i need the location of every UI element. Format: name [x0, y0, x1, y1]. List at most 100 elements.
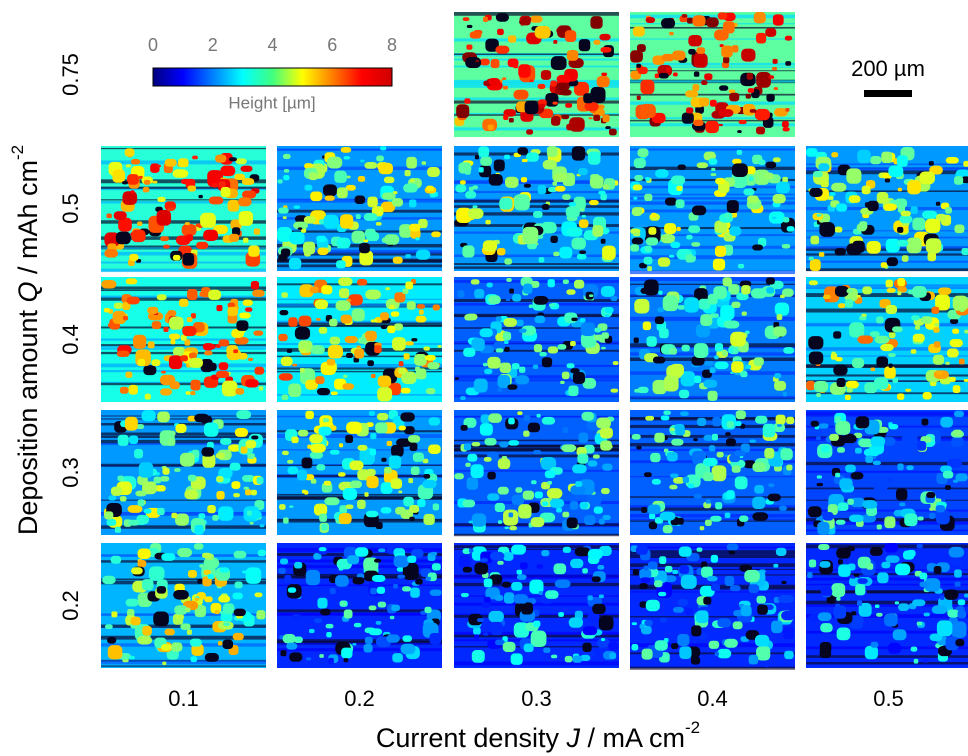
tile-speckle [381, 457, 387, 462]
tile-speckle [888, 331, 896, 339]
tile-streak [454, 415, 619, 418]
tile-speckle [504, 154, 511, 160]
tile-speckle [161, 553, 176, 561]
tile-speckle [578, 432, 589, 443]
tile-speckle [809, 187, 823, 197]
tile-speckle [499, 362, 512, 373]
tile-streak [454, 79, 619, 83]
tile-speckle [102, 575, 116, 585]
tile-speckle [194, 525, 204, 535]
tile-speckle [872, 460, 881, 466]
tile-speckle [684, 297, 700, 313]
tile-speckle [504, 526, 509, 530]
tile-speckle [187, 288, 198, 301]
tile-speckle [672, 606, 684, 613]
tile-speckle [431, 563, 441, 571]
tile-speckle [106, 518, 117, 526]
tile-speckle [927, 251, 937, 262]
tile-speckle [552, 101, 558, 105]
tile-streak [806, 655, 968, 658]
tile-speckle [695, 324, 711, 338]
tile-speckle [423, 474, 431, 479]
tile-speckle [579, 250, 587, 254]
tile-speckle [309, 451, 324, 459]
tile-streak [277, 496, 442, 500]
tile-speckle [308, 172, 318, 181]
tile-speckle [147, 312, 164, 321]
tile-speckle [964, 593, 968, 598]
tile-speckle [596, 417, 611, 429]
tile-streak [806, 604, 968, 607]
tile-speckle [786, 464, 793, 471]
tile-speckle [182, 253, 195, 266]
tile-speckle [190, 313, 196, 319]
tile-speckle [848, 577, 860, 587]
tile-speckle [635, 545, 648, 555]
tile-speckle [645, 599, 660, 612]
tile-streak [454, 602, 619, 606]
tile-speckle [602, 245, 616, 260]
tile-speckle [534, 315, 546, 324]
tile-speckle [490, 621, 503, 636]
tile-speckle [172, 254, 181, 261]
tile-speckle [678, 546, 692, 557]
tile-speckle [233, 608, 246, 617]
tile-speckle [410, 466, 420, 475]
tile-speckle [848, 195, 861, 203]
tile-streak [454, 114, 619, 116]
tile-speckle [675, 199, 685, 209]
tile-speckle [188, 357, 204, 368]
colorbar-tick-label: 0 [148, 35, 158, 55]
tile-speckle [873, 477, 888, 493]
tile-speckle [818, 252, 825, 257]
tile-speckle [820, 623, 833, 633]
tile-speckle [587, 460, 598, 467]
tile-speckle [337, 472, 346, 477]
tile-speckle [518, 64, 531, 78]
tile-speckle [831, 351, 836, 356]
tile-speckle [480, 156, 492, 166]
tile-speckle [634, 174, 644, 181]
tile-speckle [654, 432, 665, 443]
tile-speckle [818, 163, 830, 172]
tile-speckle [935, 294, 950, 311]
tile-speckle [180, 623, 191, 630]
tile-speckle [134, 449, 143, 459]
tile-speckle [640, 287, 652, 294]
tile-speckle [752, 496, 766, 509]
tile-speckle [277, 179, 283, 184]
tile-speckle [239, 312, 251, 319]
tile-speckle [222, 603, 235, 615]
tile-speckle [218, 181, 226, 188]
tile-speckle [819, 642, 832, 653]
tile-speckle [479, 58, 490, 66]
tile-speckle [895, 563, 911, 576]
tile-speckle [703, 596, 712, 605]
tile-speckle [562, 194, 571, 200]
tile-streak [454, 661, 619, 666]
tile-speckle [708, 158, 718, 165]
tile-streak [101, 345, 266, 348]
tile-speckle [664, 223, 677, 235]
tile-speckle [866, 241, 881, 254]
tile-speckle [254, 592, 263, 598]
tile-speckle [660, 233, 676, 244]
tile-speckle [888, 642, 901, 654]
tile-speckle [562, 511, 570, 518]
tile-speckle [921, 418, 929, 426]
tile-speckle [780, 448, 793, 461]
tile-speckle [632, 232, 641, 237]
tile-speckle [774, 108, 788, 117]
tile-speckle [304, 163, 313, 169]
tile-speckle [735, 410, 746, 420]
tile-speckle [338, 443, 344, 448]
tile-speckle [364, 492, 369, 497]
tile-speckle [494, 594, 504, 601]
tile-speckle [931, 306, 940, 314]
tile-speckle [473, 627, 481, 635]
tile-speckle [540, 221, 557, 234]
tile-speckle [410, 587, 420, 598]
tile-speckle [483, 578, 493, 588]
tile-speckle [782, 288, 794, 297]
tile-speckle [936, 510, 950, 525]
